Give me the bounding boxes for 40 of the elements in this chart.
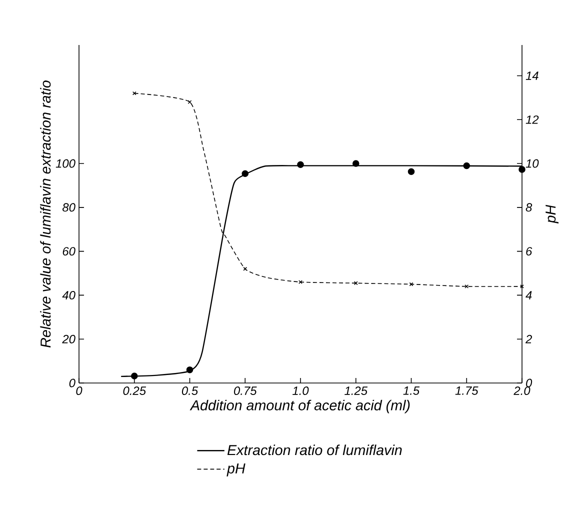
- point: [130, 372, 138, 380]
- x-tick-label: 0: [76, 386, 82, 395]
- y-tick-label: 0: [69, 378, 76, 388]
- point: [463, 162, 470, 170]
- point: [243, 266, 248, 271]
- point: [354, 281, 358, 286]
- y-tick-label: 80: [62, 203, 76, 212]
- y2-tick-label: 12: [526, 115, 539, 124]
- x-tick-label: 0.25: [123, 386, 146, 395]
- y2-tick-label: 14: [526, 72, 538, 80]
- y-tick-label: 40: [62, 290, 76, 300]
- point: [409, 282, 414, 286]
- y2-axis-title: pH: [546, 204, 559, 224]
- x-tick-label: 1.5: [403, 386, 420, 395]
- y-tick-label: 100: [56, 159, 76, 168]
- legend-label: pH: [226, 464, 246, 476]
- point: [242, 170, 249, 177]
- point: [186, 366, 194, 374]
- y2-tick-label: 0: [526, 378, 532, 388]
- y2-tick-label: 2: [525, 334, 532, 344]
- y-tick-label: 20: [62, 334, 76, 344]
- x-tick-label: 1.0: [292, 386, 309, 395]
- x-tick-label: 1.25: [344, 386, 368, 395]
- point: [298, 280, 302, 284]
- x-axis-title: Addition amount of acetic acid (ml): [190, 400, 410, 414]
- y-tick-label: 60: [62, 247, 76, 256]
- y2-tick-label: 8: [526, 203, 532, 212]
- x-tick-label: 2.0: [514, 386, 530, 395]
- x-tick-label: 1.75: [455, 386, 478, 395]
- legend-label: Extraction ratio of lumiflavin: [227, 444, 402, 456]
- point: [464, 284, 469, 288]
- point: [297, 161, 304, 168]
- y2-tick-label: 4: [526, 291, 532, 300]
- y-axis-title: Relative value of lumiflavin extraction ratio: [40, 80, 51, 348]
- x-tick-label: 0.5: [182, 386, 198, 395]
- y2-tick-label: 10: [526, 159, 539, 168]
- point: [408, 168, 415, 176]
- y2-tick-label: 6: [526, 247, 532, 256]
- point: [352, 160, 360, 167]
- x-tick-label: 0.75: [234, 386, 257, 395]
